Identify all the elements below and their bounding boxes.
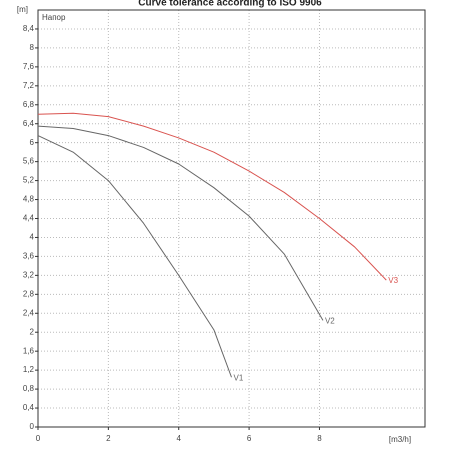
series-line	[37, 125, 324, 321]
series-label: V1	[234, 373, 244, 382]
x-tick-label: 2	[106, 434, 111, 443]
y-tick-label: 8	[30, 43, 35, 52]
y-tick-label: 6,8	[23, 100, 35, 109]
series-label: V2	[325, 316, 335, 325]
y-tick-label: 6	[30, 138, 35, 147]
y-tick-label: 2,4	[23, 308, 35, 317]
y-tick-label: 8,4	[23, 24, 35, 33]
series-line	[37, 135, 232, 378]
x-tick-label: 4	[177, 434, 182, 443]
chart-title: Curve tolerance according to ISO 9906	[138, 0, 322, 9]
y-tick-label: 7,6	[23, 62, 35, 71]
legend-title: Напор	[42, 13, 66, 22]
series-line	[37, 112, 387, 281]
y-tick-label: 5,2	[23, 176, 35, 185]
y-tick-label: 3,2	[23, 270, 35, 279]
y-tick-label: 7,2	[23, 81, 35, 90]
y-tick-label: 4	[30, 233, 35, 242]
y-tick-label: 4,8	[23, 195, 35, 204]
y-tick-label: 2	[30, 327, 35, 336]
x-tick-label: 8	[317, 434, 322, 443]
plot-frame	[37, 9, 426, 428]
y-tick-label: 1,6	[23, 346, 35, 355]
series-label: V3	[388, 276, 398, 285]
x-tick-label: 0	[36, 434, 41, 443]
y-tick-label: 3,6	[23, 252, 35, 261]
y-tick-label: 6,4	[23, 119, 35, 128]
y-tick-label: 2,8	[23, 289, 35, 298]
y-tick-label: 0,4	[23, 403, 35, 412]
x-tick-label: 6	[247, 434, 252, 443]
y-axis-label: [m]	[17, 5, 28, 14]
y-tick-label: 1,2	[23, 365, 35, 374]
y-tick-label: 4,4	[23, 214, 35, 223]
y-tick-label: 0,8	[23, 384, 35, 393]
y-tick-label: 5,6	[23, 157, 35, 166]
y-tick-label: 0	[30, 422, 35, 431]
x-axis-label: [m3/h]	[389, 435, 411, 444]
